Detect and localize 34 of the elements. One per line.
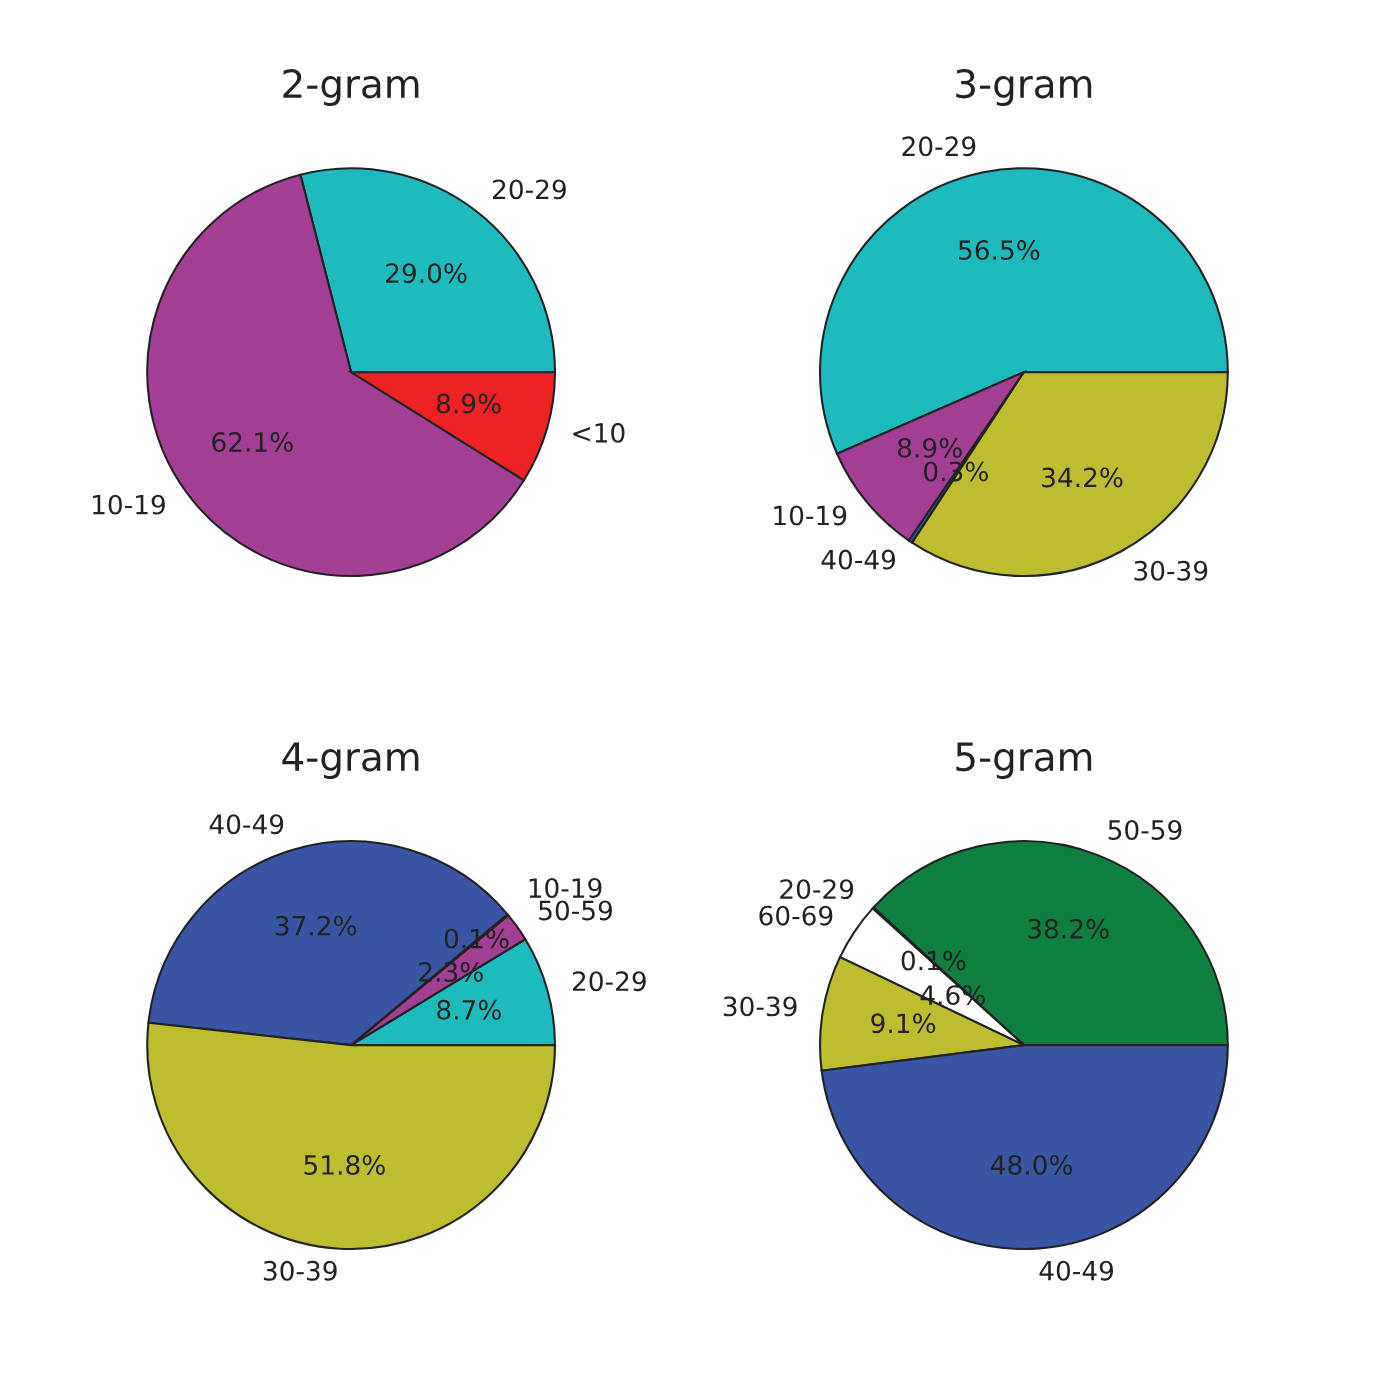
slice-label: 20-29	[902, 136, 976, 157]
slice-label: 10-19	[93, 494, 165, 515]
slice-label: 10-19	[529, 878, 602, 899]
chart-title: 3-gram	[956, 68, 1092, 106]
slice-label: 30-39	[263, 1260, 337, 1281]
data-label: 8.9%	[436, 393, 501, 414]
data-label: 8.9%	[897, 437, 962, 458]
slice-label: 10-19	[774, 505, 847, 526]
data-label: 8.7%	[437, 999, 501, 1020]
data-label: 37.2%	[275, 915, 357, 936]
chart-title: 4-gram	[282, 742, 419, 779]
slice-label: 60-69	[759, 905, 833, 926]
data-label: 9.1%	[871, 1013, 936, 1034]
slice-label: <10	[573, 422, 625, 443]
chart-title: 5-gram	[956, 742, 1092, 779]
slice-label: 20-29	[492, 179, 566, 200]
data-label: 62.1%	[212, 432, 293, 453]
data-label: 0.1%	[901, 950, 966, 971]
slice-label: 40-49	[821, 549, 896, 570]
slice-label: 30-39	[723, 996, 797, 1017]
data-label: 29.0%	[386, 263, 467, 284]
data-label: 38.2%	[1028, 918, 1109, 939]
data-label: 48.0%	[990, 1154, 1073, 1175]
slice-label: 20-29	[780, 879, 854, 900]
data-label: 56.5%	[959, 240, 1040, 261]
slice-label: 30-39	[1134, 560, 1208, 581]
data-label: 34.2%	[1042, 467, 1123, 488]
chart-title: 2-gram	[283, 68, 419, 106]
slice-label: 20-29	[572, 971, 646, 992]
slice-label: 50-59	[1108, 820, 1182, 840]
slice-label: 40-49	[1039, 1260, 1114, 1281]
data-label: 51.8%	[304, 1154, 385, 1175]
slice-label: 40-49	[209, 814, 284, 835]
slice-label: 50-59	[539, 900, 612, 921]
